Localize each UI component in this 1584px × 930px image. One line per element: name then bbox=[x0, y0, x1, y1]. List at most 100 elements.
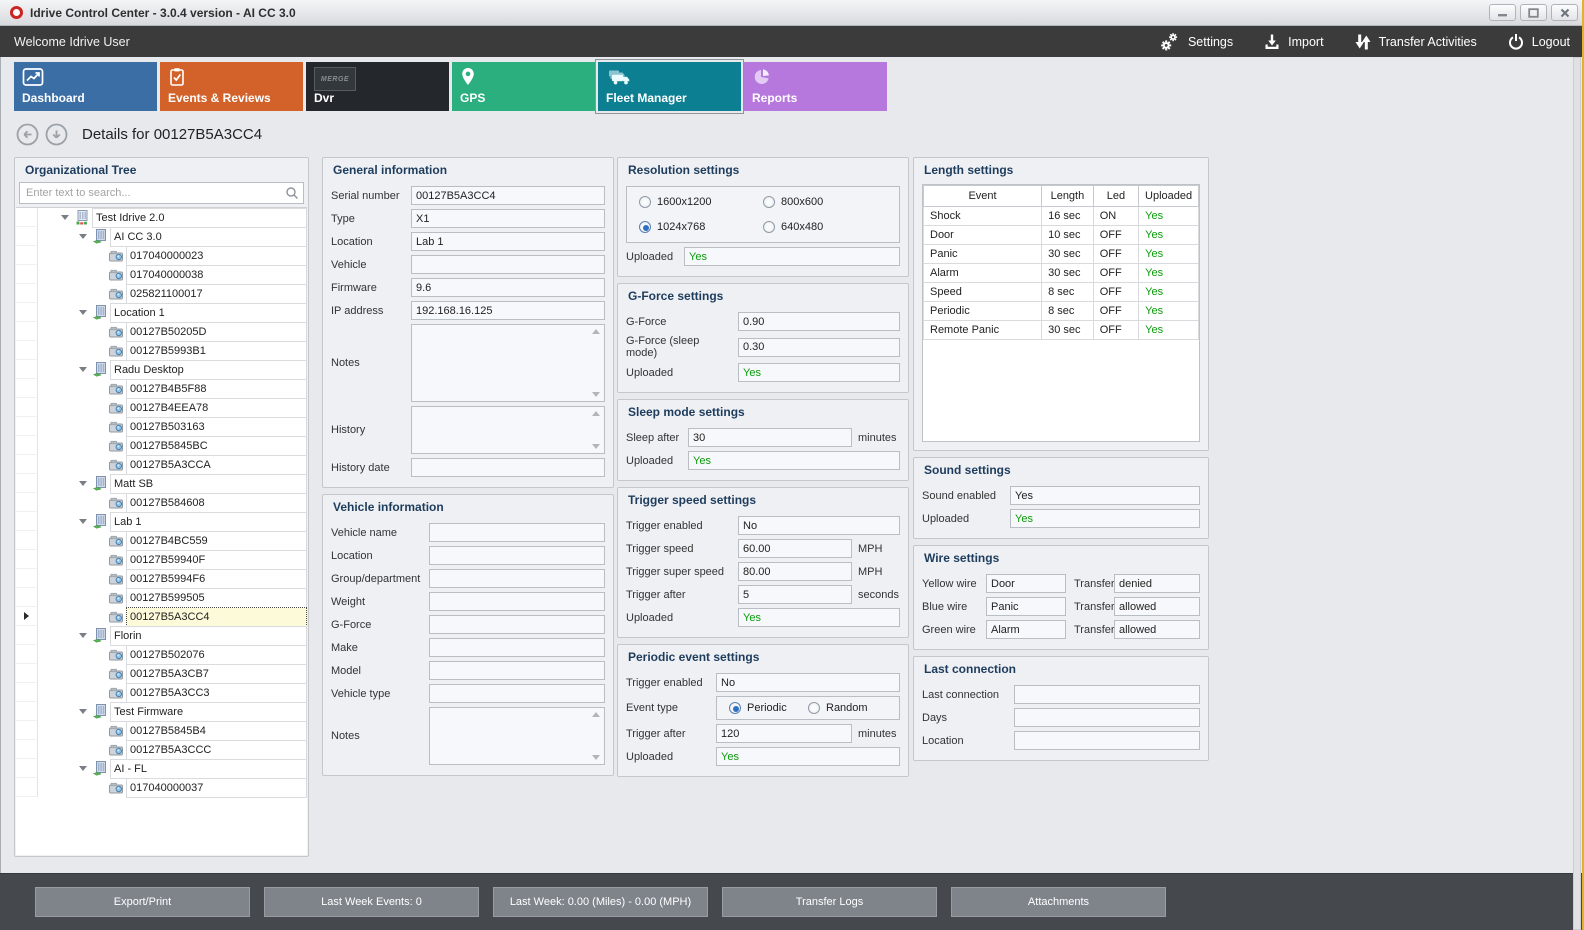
location-input[interactable] bbox=[411, 232, 605, 251]
trigger-speed-input[interactable] bbox=[738, 539, 852, 558]
g-force-sleep-mode-input[interactable] bbox=[738, 337, 900, 357]
expand-arrow-icon[interactable] bbox=[76, 626, 90, 645]
expand-arrow-icon[interactable] bbox=[76, 702, 90, 721]
tree-item[interactable]: 00127B4EEA78 bbox=[16, 398, 307, 418]
tree-item[interactable]: 00127B502076 bbox=[16, 645, 307, 665]
expand-arrow-icon[interactable] bbox=[76, 303, 90, 322]
trigger-after-input[interactable] bbox=[738, 585, 852, 604]
export-print-button[interactable]: Export/Print bbox=[35, 887, 250, 917]
expand-arrow-icon[interactable] bbox=[76, 474, 90, 493]
tree-item[interactable]: Matt SB bbox=[16, 474, 307, 494]
tree-item[interactable]: Radu Desktop bbox=[16, 360, 307, 380]
tree-item[interactable]: Test Idrive 2.0 bbox=[16, 208, 307, 228]
uploaded-input[interactable] bbox=[684, 247, 900, 266]
tree-item[interactable]: 00127B599505 bbox=[16, 588, 307, 608]
tree-item[interactable]: 00127B5A3CCC bbox=[16, 740, 307, 760]
model-input[interactable] bbox=[429, 661, 605, 680]
green-wire-input[interactable] bbox=[986, 620, 1066, 639]
random-radio[interactable]: Random bbox=[808, 702, 887, 714]
blue-wire-input[interactable] bbox=[986, 597, 1066, 616]
notes-textarea[interactable] bbox=[429, 707, 605, 765]
tree-item[interactable]: 00127B5A3CC4 bbox=[16, 607, 307, 627]
vehicle-type-input[interactable] bbox=[429, 684, 605, 703]
weight-input[interactable] bbox=[429, 592, 605, 611]
tree-item[interactable]: Lab 1 bbox=[16, 512, 307, 532]
tree-item[interactable]: 017040000023 bbox=[16, 246, 307, 266]
tree-item[interactable]: 017040000037 bbox=[16, 778, 307, 798]
tree-item[interactable]: 00127B5A3CB7 bbox=[16, 664, 307, 684]
tab-dvr[interactable]: MERGE Dvr bbox=[306, 62, 449, 111]
expand-arrow-icon[interactable] bbox=[58, 208, 72, 227]
sound-enabled-input[interactable] bbox=[1010, 486, 1200, 505]
uploaded-input[interactable] bbox=[688, 451, 900, 470]
tree-item[interactable]: 00127B5994F6 bbox=[16, 569, 307, 589]
trigger-super-speed-input[interactable] bbox=[738, 562, 852, 581]
days-input[interactable] bbox=[1014, 708, 1200, 727]
group-department-input[interactable] bbox=[429, 569, 605, 588]
tree-item[interactable]: 00127B59940F bbox=[16, 550, 307, 570]
last-week-events-0-button[interactable]: Last Week Events: 0 bbox=[264, 887, 479, 917]
expand-arrow-icon[interactable] bbox=[76, 512, 90, 531]
table-row[interactable]: Remote Panic 30 sec OFF Yes bbox=[923, 320, 1199, 340]
tree-item[interactable]: 00127B4BC559 bbox=[16, 531, 307, 551]
expand-arrow-icon[interactable] bbox=[76, 360, 90, 379]
table-row[interactable]: Alarm 30 sec OFF Yes bbox=[923, 263, 1199, 283]
tree-item[interactable]: Florin bbox=[16, 626, 307, 646]
uploaded-input[interactable] bbox=[1010, 509, 1200, 528]
tree-item[interactable]: AI CC 3.0 bbox=[16, 227, 307, 247]
tree-item[interactable]: 00127B5A3CC3 bbox=[16, 683, 307, 703]
location-input[interactable] bbox=[1014, 731, 1200, 750]
import-button[interactable]: Import bbox=[1263, 33, 1324, 51]
notes-textarea[interactable] bbox=[411, 324, 605, 402]
uploaded-input[interactable] bbox=[738, 363, 900, 382]
logout-button[interactable]: Logout bbox=[1507, 33, 1570, 51]
green-wire-transfer-input[interactable] bbox=[1114, 620, 1200, 639]
tree-item[interactable]: 00127B5845B4 bbox=[16, 721, 307, 741]
tree-item[interactable]: 00127B503163 bbox=[16, 417, 307, 437]
vehicle-input[interactable] bbox=[411, 255, 605, 274]
trigger-enabled-input[interactable] bbox=[716, 673, 900, 692]
800x600-radio[interactable]: 800x600 bbox=[763, 196, 887, 208]
tree-item[interactable]: 025821100017 bbox=[16, 284, 307, 304]
location-input[interactable] bbox=[429, 546, 605, 565]
table-row[interactable]: Speed 8 sec OFF Yes bbox=[923, 282, 1199, 302]
back-button[interactable] bbox=[16, 123, 39, 146]
tree-item[interactable]: 017040000038 bbox=[16, 265, 307, 285]
history-textarea[interactable] bbox=[411, 406, 605, 454]
trigger-after-input[interactable] bbox=[716, 724, 852, 743]
blue-wire-transfer-input[interactable] bbox=[1114, 597, 1200, 616]
expand-arrow-icon[interactable] bbox=[76, 759, 90, 778]
last-week-0-00-miles-0-00-mph-button[interactable]: Last Week: 0.00 (Miles) - 0.00 (MPH) bbox=[493, 887, 708, 917]
periodic-radio[interactable]: Periodic bbox=[729, 702, 808, 714]
table-row[interactable]: Panic 30 sec OFF Yes bbox=[923, 244, 1199, 264]
table-row[interactable]: Periodic 8 sec OFF Yes bbox=[923, 301, 1199, 321]
g-force-input[interactable] bbox=[738, 312, 900, 331]
tree-item[interactable]: 00127B5993B1 bbox=[16, 341, 307, 361]
g-force-input[interactable] bbox=[429, 615, 605, 634]
tree-item[interactable]: Test Firmware bbox=[16, 702, 307, 722]
vehicle-name-input[interactable] bbox=[429, 523, 605, 542]
1024x768-radio[interactable]: 1024x768 bbox=[639, 221, 763, 233]
table-row[interactable]: Door 10 sec OFF Yes bbox=[923, 225, 1199, 245]
attachments-button[interactable]: Attachments bbox=[951, 887, 1166, 917]
close-button[interactable] bbox=[1551, 4, 1578, 21]
tree-item[interactable]: 00127B50205D bbox=[16, 322, 307, 342]
yellow-wire-input[interactable] bbox=[986, 574, 1066, 593]
transfer-logs-button[interactable]: Transfer Logs bbox=[722, 887, 937, 917]
type-input[interactable] bbox=[411, 209, 605, 228]
make-input[interactable] bbox=[429, 638, 605, 657]
trigger-enabled-input[interactable] bbox=[738, 516, 900, 535]
minimize-button[interactable] bbox=[1489, 4, 1516, 21]
tree-item[interactable]: AI - FL bbox=[16, 759, 307, 779]
history-date-input[interactable] bbox=[411, 458, 605, 477]
tree-item[interactable]: 00127B4B5F88 bbox=[16, 379, 307, 399]
table-row[interactable]: Shock 16 sec ON Yes bbox=[923, 206, 1199, 226]
transfer-activities-button[interactable]: Transfer Activities bbox=[1354, 33, 1477, 51]
firmware-input[interactable] bbox=[411, 278, 605, 297]
tab-events-reviews[interactable]: Events & Reviews bbox=[160, 62, 303, 111]
tree-search-input[interactable] bbox=[19, 182, 304, 204]
tab-dashboard[interactable]: Dashboard bbox=[14, 62, 157, 111]
tree-item[interactable]: 00127B584608 bbox=[16, 493, 307, 513]
yellow-wire-transfer-input[interactable] bbox=[1114, 574, 1200, 593]
uploaded-input[interactable] bbox=[716, 747, 900, 766]
